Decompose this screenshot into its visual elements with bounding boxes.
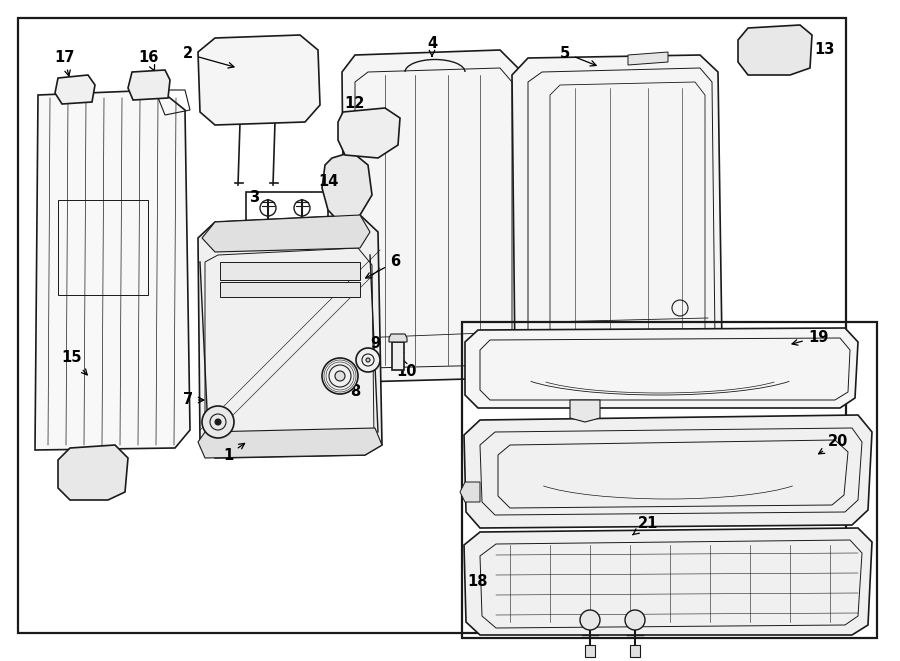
- Polygon shape: [464, 528, 872, 635]
- Polygon shape: [389, 334, 407, 342]
- Polygon shape: [342, 50, 520, 382]
- Text: 3: 3: [249, 190, 259, 206]
- Circle shape: [335, 371, 345, 381]
- Text: 12: 12: [344, 97, 364, 117]
- Polygon shape: [55, 75, 95, 104]
- Bar: [585, 645, 595, 657]
- Circle shape: [366, 358, 370, 362]
- Polygon shape: [392, 342, 404, 370]
- Circle shape: [580, 610, 600, 630]
- Polygon shape: [58, 445, 128, 500]
- Polygon shape: [738, 25, 812, 75]
- Circle shape: [625, 610, 645, 630]
- Polygon shape: [464, 415, 872, 528]
- Text: 14: 14: [318, 175, 338, 190]
- Polygon shape: [202, 215, 370, 252]
- Text: 19: 19: [792, 329, 828, 345]
- Polygon shape: [460, 482, 480, 502]
- Polygon shape: [512, 55, 722, 380]
- Polygon shape: [338, 108, 400, 158]
- Text: 20: 20: [819, 434, 848, 454]
- Text: 11: 11: [62, 459, 91, 473]
- Bar: [462, 322, 877, 638]
- Bar: [220, 262, 360, 280]
- Polygon shape: [198, 428, 382, 458]
- Bar: [246, 192, 328, 274]
- Bar: [630, 645, 640, 657]
- Text: 2: 2: [183, 46, 234, 68]
- Polygon shape: [570, 400, 600, 422]
- Polygon shape: [128, 70, 170, 100]
- Text: 1: 1: [223, 444, 245, 463]
- Text: 4: 4: [427, 36, 437, 56]
- Text: 10: 10: [397, 359, 418, 379]
- Text: 5: 5: [560, 46, 596, 66]
- Text: 15: 15: [62, 350, 87, 375]
- Text: 13: 13: [805, 42, 835, 58]
- Bar: [58, 200, 148, 295]
- Text: 6: 6: [365, 254, 400, 278]
- Text: 16: 16: [138, 50, 158, 71]
- Bar: [220, 282, 360, 297]
- Circle shape: [356, 348, 380, 372]
- Polygon shape: [198, 215, 382, 458]
- Polygon shape: [35, 90, 190, 450]
- Polygon shape: [465, 328, 858, 408]
- Polygon shape: [628, 52, 668, 65]
- Text: 18: 18: [468, 574, 488, 590]
- Circle shape: [322, 358, 358, 394]
- Text: 7: 7: [183, 393, 203, 407]
- Circle shape: [202, 406, 234, 438]
- Circle shape: [215, 419, 221, 425]
- Text: 21: 21: [633, 516, 658, 535]
- Polygon shape: [198, 35, 320, 125]
- Text: 8: 8: [347, 379, 360, 399]
- Text: 9: 9: [368, 336, 380, 357]
- Polygon shape: [322, 152, 372, 225]
- Text: 17: 17: [54, 50, 74, 76]
